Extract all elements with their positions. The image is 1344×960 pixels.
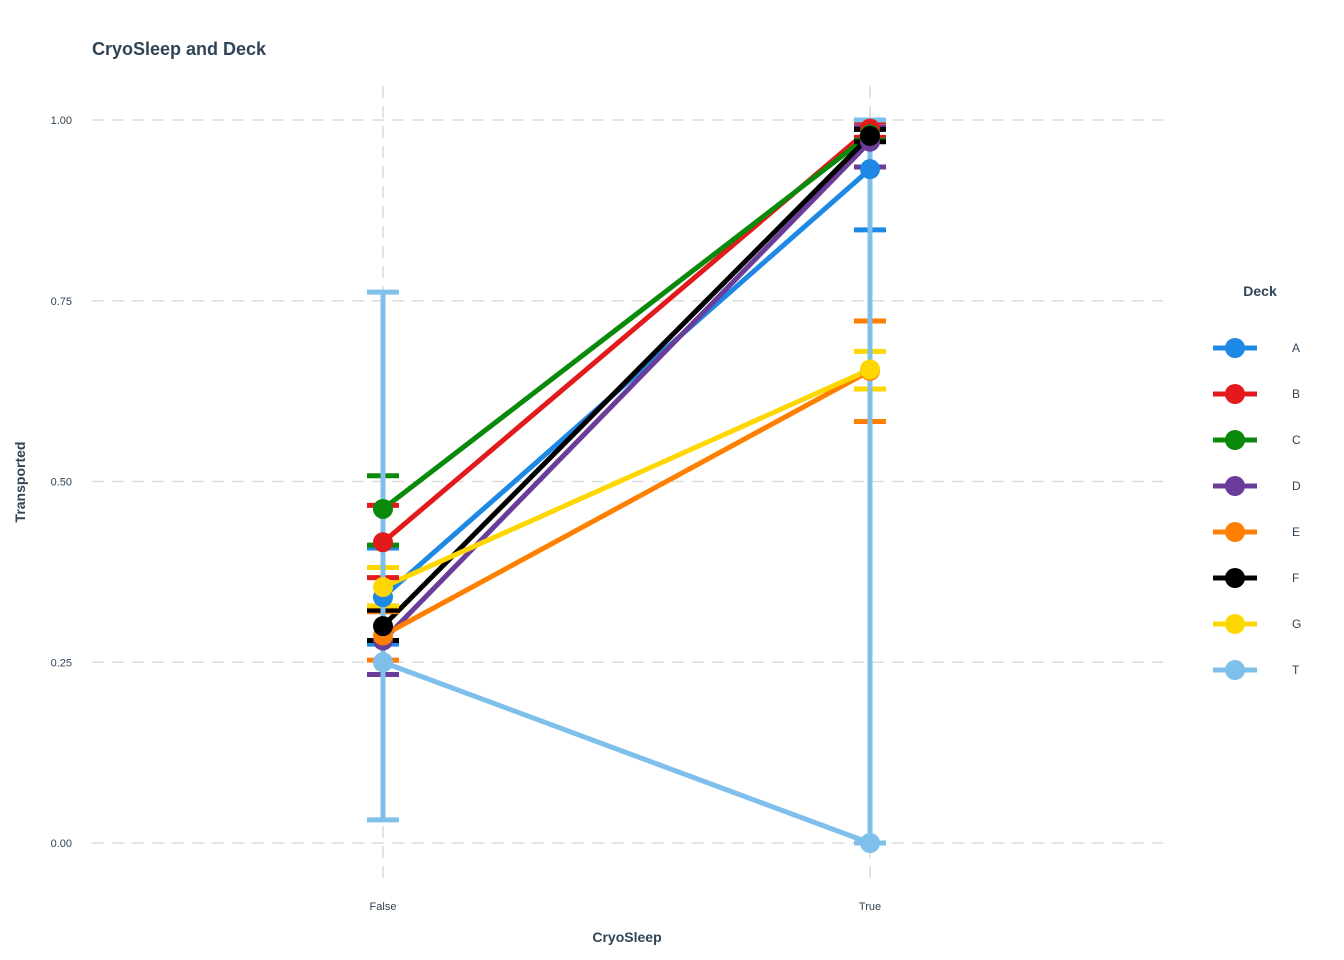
legend-item-a: A xyxy=(1213,338,1300,358)
legend-label: E xyxy=(1292,525,1300,539)
series-line-e xyxy=(380,368,873,638)
point-t xyxy=(860,833,880,853)
point-g xyxy=(860,359,880,380)
chart-title: CryoSleep and Deck xyxy=(92,39,267,59)
error-bars xyxy=(367,117,886,846)
y-axis-title: Transported xyxy=(12,442,28,523)
series-line-t xyxy=(380,659,873,846)
point-b xyxy=(373,532,393,553)
legend-swatch-point xyxy=(1225,430,1245,450)
point-c xyxy=(373,498,393,519)
y-axis-ticks: 0.00 0.25 0.50 0.75 1.00 xyxy=(51,115,72,850)
legend-label: F xyxy=(1292,571,1299,585)
legend-swatch-point xyxy=(1225,338,1245,358)
series-lines xyxy=(380,126,873,846)
y-tick-label: 0.25 xyxy=(51,657,72,669)
legend-label: B xyxy=(1292,387,1300,401)
legend-title: Deck xyxy=(1243,283,1277,299)
series-line-f xyxy=(380,133,873,629)
legend: Deck A B C D E F G T xyxy=(1213,283,1301,680)
legend-item-c: C xyxy=(1213,430,1301,450)
legend-label: C xyxy=(1292,433,1301,447)
y-tick-label: 0.75 xyxy=(51,296,72,308)
x-tick-label: False xyxy=(370,901,397,913)
legend-items: A B C D E F G T xyxy=(1213,338,1301,680)
series-line-d xyxy=(380,139,873,644)
point-f xyxy=(373,616,393,637)
x-tick-label: True xyxy=(859,901,881,913)
legend-item-d: D xyxy=(1213,476,1301,496)
legend-swatch-point xyxy=(1225,660,1245,680)
legend-swatch-point xyxy=(1225,522,1245,542)
legend-label: A xyxy=(1292,341,1300,355)
legend-label: D xyxy=(1292,479,1301,493)
legend-item-g: G xyxy=(1213,614,1301,634)
point-f xyxy=(860,125,880,146)
legend-swatch-point xyxy=(1225,384,1245,404)
series-line-g xyxy=(380,366,873,590)
legend-item-b: B xyxy=(1213,384,1300,404)
y-tick-label: 1.00 xyxy=(51,115,72,127)
legend-label: T xyxy=(1292,663,1300,677)
point-a xyxy=(860,159,880,180)
x-axis-title: CryoSleep xyxy=(592,929,661,945)
point-g xyxy=(373,577,393,598)
legend-item-f: F xyxy=(1213,568,1299,588)
legend-swatch-point xyxy=(1225,476,1245,496)
y-tick-label: 0.00 xyxy=(51,838,72,850)
y-tick-label: 0.50 xyxy=(51,477,72,489)
point-t xyxy=(373,652,393,673)
series-line-c xyxy=(380,131,873,512)
legend-item-t: T xyxy=(1213,660,1300,680)
legend-item-e: E xyxy=(1213,522,1300,542)
grid xyxy=(92,86,1163,880)
legend-swatch-point xyxy=(1225,568,1245,588)
series-points xyxy=(373,118,880,853)
x-axis-ticks: False True xyxy=(370,901,882,913)
legend-label: G xyxy=(1292,617,1301,631)
legend-swatch-point xyxy=(1225,614,1245,634)
